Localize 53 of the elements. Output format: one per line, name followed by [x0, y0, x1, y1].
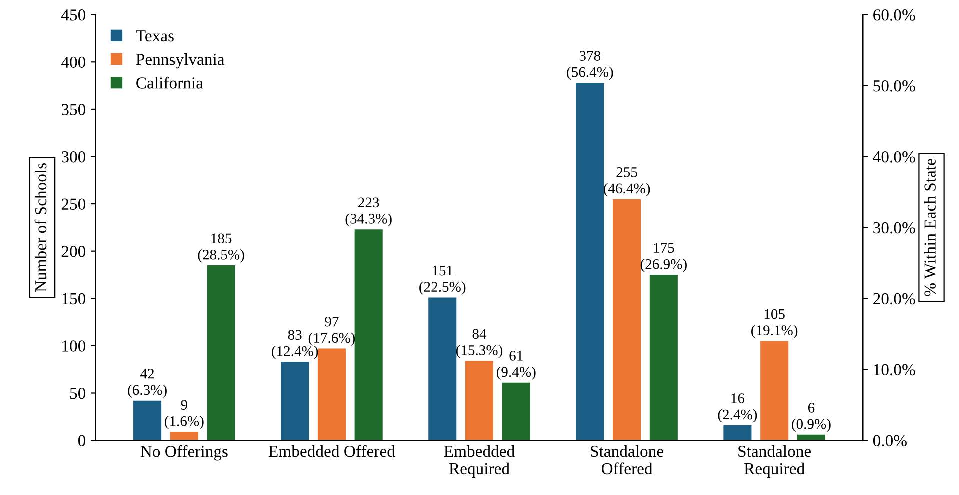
bar — [465, 361, 494, 441]
x-tick-label: Embedded Offered — [268, 445, 396, 458]
bar — [170, 432, 198, 441]
bar — [354, 230, 383, 441]
y-tick-label: 150 — [62, 293, 86, 305]
bar — [428, 298, 457, 441]
data-label: 16 (2.4%) — [718, 394, 758, 423]
bar — [134, 400, 162, 441]
data-label: 9 (1.6%) — [165, 400, 204, 430]
data-label: 151 (22.5%) — [420, 266, 466, 295]
data-label: 97 (17.6%) — [308, 316, 356, 346]
data-label: 84 (15.3%) — [456, 329, 503, 358]
y2-tick-label: 20.0% — [874, 293, 916, 305]
y-axis-title: Number of Schools — [34, 163, 47, 292]
y-tick-label: 300 — [62, 151, 86, 163]
y-tick-label: 400 — [62, 56, 86, 68]
x-tick-label: Standalone Offered — [591, 445, 664, 475]
y2-tick-label: 50.0% — [874, 80, 916, 92]
y2-tick-label: 30.0% — [874, 222, 916, 234]
legend-label: California — [136, 76, 204, 89]
bar — [613, 199, 642, 441]
y-tick-label: 0 — [78, 435, 86, 446]
data-label: 105 (19.1%) — [752, 309, 798, 338]
bar — [502, 382, 530, 441]
bar — [724, 425, 752, 441]
x-tick-label: Standalone Required — [738, 445, 812, 478]
bar — [207, 266, 236, 441]
x-tick-label: No Offerings — [140, 445, 228, 461]
bar — [650, 275, 678, 441]
y2-tick-label: 60.0% — [874, 10, 916, 21]
bar — [281, 362, 310, 441]
legend-label: Texas — [136, 30, 174, 42]
y2-axis-title: % Within Each State — [924, 159, 936, 296]
data-label: 185 (28.5%) — [198, 234, 244, 263]
y-tick-label: 100 — [62, 340, 86, 352]
data-label: 6 (0.9%) — [792, 403, 831, 432]
legend-label: Pennsylvania — [136, 54, 225, 69]
x-tick-label: Embedded Required — [444, 445, 515, 478]
y-tick-label: 350 — [62, 104, 86, 116]
bar — [576, 82, 604, 441]
y2-tick-label: 40.0% — [873, 151, 916, 163]
y-tick-label: 200 — [62, 246, 86, 258]
data-label: 255 (46.4%) — [604, 168, 650, 197]
bar — [760, 341, 789, 441]
bar — [318, 348, 346, 441]
y2-tick-label: 10.0% — [874, 364, 916, 376]
y-tick-label: 50 — [70, 388, 86, 400]
y2-tick-label: 0.0% — [873, 435, 907, 447]
data-label: 223 (34.3%) — [346, 198, 392, 227]
data-label: 42 (6.3%) — [128, 369, 167, 398]
y-tick-label: 250 — [62, 198, 86, 210]
y-tick-label: 450 — [62, 10, 86, 21]
data-label: 378 (56.4%) — [567, 51, 614, 80]
